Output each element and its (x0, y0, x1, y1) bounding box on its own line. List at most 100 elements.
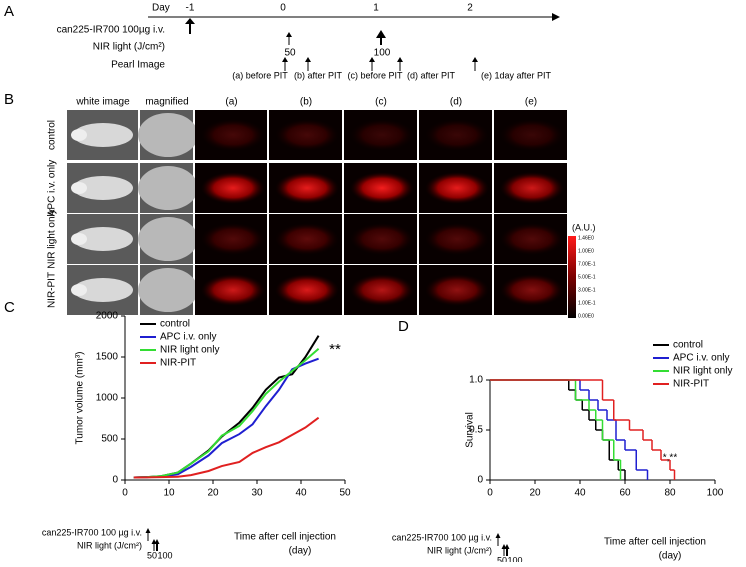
annotation: *,** (663, 453, 678, 464)
x-tick-label: 100 (707, 488, 724, 499)
panel-letter: D (398, 318, 409, 335)
colorbar (568, 236, 576, 318)
row-label: Pearl Image (111, 60, 165, 71)
mouse (71, 284, 87, 296)
y-tick-label: 2000 (96, 311, 119, 322)
dose: 100 (507, 555, 522, 562)
x-tick-label: 0 (122, 488, 128, 499)
legend-label: control (673, 340, 703, 351)
signal (425, 172, 489, 204)
legend-label: control (160, 319, 190, 330)
signal (425, 223, 489, 255)
mouse (71, 182, 87, 194)
arrow-head (145, 528, 151, 533)
mouse (138, 113, 198, 157)
row-label: APC i.v. only (47, 160, 58, 217)
colorbar-tick: 0.00E0 (578, 313, 594, 319)
mouse (73, 123, 133, 147)
mouse (138, 166, 198, 210)
signal (201, 119, 265, 151)
nir-label: NIR light (J/cm²) (77, 540, 142, 550)
x-axis-label: Time after cell injection (604, 537, 706, 548)
dose: 50 (497, 555, 507, 562)
x-tick-label: 10 (163, 488, 175, 499)
colorbar-tick: 1.46E0 (578, 235, 594, 241)
signal (275, 223, 339, 255)
signal (425, 274, 489, 306)
signal (500, 274, 564, 306)
pearl-label: (d) after PIT (407, 70, 456, 80)
x-tick-label: 60 (619, 488, 631, 499)
mouse (71, 233, 87, 245)
column-header: (c) (375, 97, 387, 108)
mouse (73, 176, 133, 200)
panel-letter: A (4, 3, 14, 20)
x-tick-label: 40 (295, 488, 307, 499)
mouse (73, 278, 133, 302)
y-tick-label: 1500 (96, 352, 119, 363)
signal (500, 223, 564, 255)
y-tick-label: 1000 (96, 393, 119, 404)
y-tick-label: 500 (101, 434, 118, 445)
panel-letter: C (4, 299, 15, 316)
legend-label: NIR-PIT (160, 358, 196, 369)
signal (350, 274, 414, 306)
x-tick-label: 20 (207, 488, 219, 499)
column-header: (b) (300, 97, 312, 108)
mouse (73, 227, 133, 251)
x-axis-label: (day) (289, 546, 312, 557)
colorbar-title: (A.U.) (572, 222, 596, 232)
signal (425, 119, 489, 151)
y-tick-label: 1.0 (469, 375, 483, 386)
dose: 100 (157, 550, 172, 560)
pearl-label: (e) 1day after PIT (481, 70, 552, 80)
injection-label: can225-IR700 100 µg i.v. (392, 532, 492, 542)
mouse (71, 129, 87, 141)
signal (350, 223, 414, 255)
legend-label: NIR light only (160, 345, 219, 356)
column-header: magnified (145, 97, 188, 108)
series-line (133, 348, 320, 479)
signal (275, 119, 339, 151)
arrow-head (504, 544, 510, 549)
row-label: NIR light (J/cm²) (93, 42, 165, 53)
signal (500, 172, 564, 204)
y-tick-label: 0.5 (469, 425, 483, 436)
image-grid (67, 110, 567, 315)
column-header: (e) (525, 97, 537, 108)
dose: 50 (147, 550, 157, 560)
x-tick-label: 40 (574, 488, 586, 499)
colorbar-tick: 1.00E0 (578, 248, 594, 254)
signal (500, 119, 564, 151)
signal (201, 223, 265, 255)
annotation: ** (329, 341, 341, 358)
colorbar-tick: 7.00E-1 (578, 261, 596, 267)
day-label: Day (152, 3, 170, 14)
day: 0 (280, 3, 286, 14)
pearl-label: (c) before PIT (347, 70, 403, 80)
row-label: can225-IR700 100µg i.v. (57, 25, 165, 36)
x-tick-label: 0 (487, 488, 493, 499)
arrow-head (154, 539, 160, 544)
dose: 100 (374, 48, 391, 59)
legend-label: APC i.v. only (160, 332, 217, 343)
y-axis-label: Survival (465, 412, 476, 448)
column-header: (d) (450, 97, 462, 108)
y-tick-label: 0 (112, 475, 118, 486)
signal (350, 119, 414, 151)
x-axis-label: (day) (659, 551, 682, 562)
row-label: NIR-PIT (47, 272, 58, 308)
series-line (133, 416, 320, 479)
colorbar-tick: 3.00E-1 (578, 287, 596, 293)
signal (201, 274, 265, 306)
mouse (138, 268, 198, 312)
pearl-label: (b) after PIT (294, 70, 343, 80)
y-axis-label: Tumor volume (mm³) (75, 352, 86, 445)
row-label: control (47, 120, 58, 150)
mouse (138, 217, 198, 261)
nir-label: NIR light (J/cm²) (427, 545, 492, 555)
colorbar-tick: 1.00E-1 (578, 300, 596, 306)
signal (201, 172, 265, 204)
column-header: (a) (225, 97, 237, 108)
